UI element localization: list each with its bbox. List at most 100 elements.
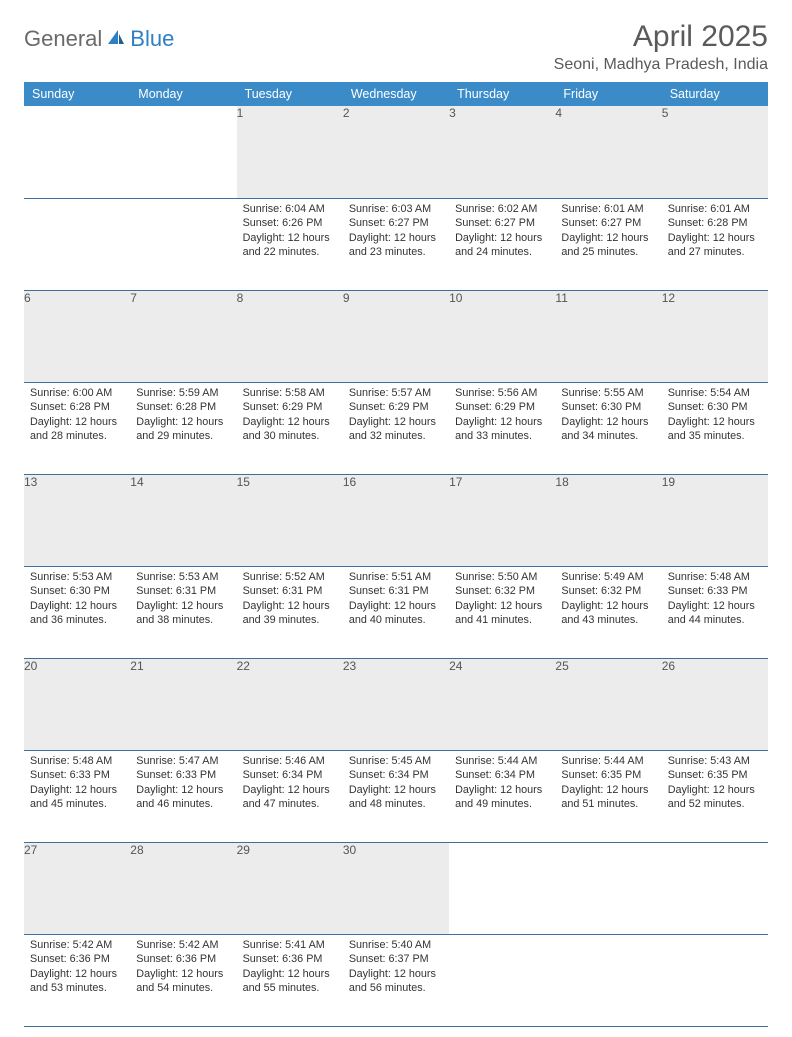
day-content-cell: Sunrise: 5:59 AMSunset: 6:28 PMDaylight:… bbox=[130, 382, 236, 474]
location-text: Seoni, Madhya Pradesh, India bbox=[554, 56, 768, 74]
day-content-cell: Sunrise: 6:01 AMSunset: 6:27 PMDaylight:… bbox=[555, 198, 661, 290]
day-content-row: Sunrise: 5:48 AMSunset: 6:33 PMDaylight:… bbox=[24, 750, 768, 842]
sun-info: Sunrise: 6:01 AMSunset: 6:27 PMDaylight:… bbox=[555, 199, 661, 264]
day-number-cell bbox=[449, 842, 555, 934]
day-content-cell bbox=[449, 934, 555, 1026]
day-content-cell: Sunrise: 6:04 AMSunset: 6:26 PMDaylight:… bbox=[237, 198, 343, 290]
weekday-header-row: SundayMondayTuesdayWednesdayThursdayFrid… bbox=[24, 82, 768, 106]
weekday-header: Wednesday bbox=[343, 82, 449, 106]
day-number-row: 6789101112 bbox=[24, 290, 768, 382]
sun-info: Sunrise: 5:58 AMSunset: 6:29 PMDaylight:… bbox=[237, 383, 343, 448]
day-content-cell: Sunrise: 5:48 AMSunset: 6:33 PMDaylight:… bbox=[662, 566, 768, 658]
day-content-cell: Sunrise: 5:52 AMSunset: 6:31 PMDaylight:… bbox=[237, 566, 343, 658]
sun-info: Sunrise: 5:48 AMSunset: 6:33 PMDaylight:… bbox=[662, 567, 768, 632]
weekday-header: Monday bbox=[130, 82, 236, 106]
sun-info: Sunrise: 5:59 AMSunset: 6:28 PMDaylight:… bbox=[130, 383, 236, 448]
sun-info: Sunrise: 5:51 AMSunset: 6:31 PMDaylight:… bbox=[343, 567, 449, 632]
day-content-cell: Sunrise: 5:46 AMSunset: 6:34 PMDaylight:… bbox=[237, 750, 343, 842]
sun-info: Sunrise: 5:55 AMSunset: 6:30 PMDaylight:… bbox=[555, 383, 661, 448]
day-content-row: Sunrise: 6:00 AMSunset: 6:28 PMDaylight:… bbox=[24, 382, 768, 474]
day-content-cell: Sunrise: 5:47 AMSunset: 6:33 PMDaylight:… bbox=[130, 750, 236, 842]
day-content-cell: Sunrise: 5:43 AMSunset: 6:35 PMDaylight:… bbox=[662, 750, 768, 842]
brand-part2: Blue bbox=[130, 26, 174, 52]
header: General Blue April 2025 Seoni, Madhya Pr… bbox=[24, 20, 768, 74]
day-number-cell: 29 bbox=[237, 842, 343, 934]
day-content-cell: Sunrise: 5:54 AMSunset: 6:30 PMDaylight:… bbox=[662, 382, 768, 474]
day-content-cell: Sunrise: 5:56 AMSunset: 6:29 PMDaylight:… bbox=[449, 382, 555, 474]
day-content-cell: Sunrise: 6:02 AMSunset: 6:27 PMDaylight:… bbox=[449, 198, 555, 290]
day-number-cell: 19 bbox=[662, 474, 768, 566]
day-number-cell: 4 bbox=[555, 106, 661, 198]
sun-info: Sunrise: 5:57 AMSunset: 6:29 PMDaylight:… bbox=[343, 383, 449, 448]
day-number-cell: 20 bbox=[24, 658, 130, 750]
sun-info: Sunrise: 6:02 AMSunset: 6:27 PMDaylight:… bbox=[449, 199, 555, 264]
day-number-cell: 17 bbox=[449, 474, 555, 566]
day-number-cell: 25 bbox=[555, 658, 661, 750]
day-content-cell: Sunrise: 5:42 AMSunset: 6:36 PMDaylight:… bbox=[24, 934, 130, 1026]
sun-info: Sunrise: 5:44 AMSunset: 6:34 PMDaylight:… bbox=[449, 751, 555, 816]
weekday-header: Friday bbox=[555, 82, 661, 106]
sun-info: Sunrise: 5:56 AMSunset: 6:29 PMDaylight:… bbox=[449, 383, 555, 448]
sun-info: Sunrise: 5:42 AMSunset: 6:36 PMDaylight:… bbox=[130, 935, 236, 1000]
day-number-cell: 28 bbox=[130, 842, 236, 934]
day-content-cell bbox=[24, 198, 130, 290]
day-number-cell: 14 bbox=[130, 474, 236, 566]
day-number-cell: 18 bbox=[555, 474, 661, 566]
day-number-cell: 11 bbox=[555, 290, 661, 382]
sun-info: Sunrise: 5:43 AMSunset: 6:35 PMDaylight:… bbox=[662, 751, 768, 816]
day-content-cell: Sunrise: 5:40 AMSunset: 6:37 PMDaylight:… bbox=[343, 934, 449, 1026]
day-number-cell: 15 bbox=[237, 474, 343, 566]
calendar-table: SundayMondayTuesdayWednesdayThursdayFrid… bbox=[24, 82, 768, 1027]
sun-info: Sunrise: 5:45 AMSunset: 6:34 PMDaylight:… bbox=[343, 751, 449, 816]
day-number-cell: 21 bbox=[130, 658, 236, 750]
day-number-cell: 2 bbox=[343, 106, 449, 198]
sun-info: Sunrise: 5:54 AMSunset: 6:30 PMDaylight:… bbox=[662, 383, 768, 448]
sun-info: Sunrise: 5:50 AMSunset: 6:32 PMDaylight:… bbox=[449, 567, 555, 632]
sun-info: Sunrise: 5:49 AMSunset: 6:32 PMDaylight:… bbox=[555, 567, 661, 632]
day-content-cell: Sunrise: 6:00 AMSunset: 6:28 PMDaylight:… bbox=[24, 382, 130, 474]
day-number-cell: 23 bbox=[343, 658, 449, 750]
day-content-cell: Sunrise: 6:03 AMSunset: 6:27 PMDaylight:… bbox=[343, 198, 449, 290]
day-number-cell bbox=[555, 842, 661, 934]
sun-info: Sunrise: 6:04 AMSunset: 6:26 PMDaylight:… bbox=[237, 199, 343, 264]
day-content-row: Sunrise: 5:42 AMSunset: 6:36 PMDaylight:… bbox=[24, 934, 768, 1026]
day-content-cell: Sunrise: 5:48 AMSunset: 6:33 PMDaylight:… bbox=[24, 750, 130, 842]
sun-info: Sunrise: 5:40 AMSunset: 6:37 PMDaylight:… bbox=[343, 935, 449, 1000]
day-number-cell: 10 bbox=[449, 290, 555, 382]
day-number-cell bbox=[662, 842, 768, 934]
day-number-cell: 6 bbox=[24, 290, 130, 382]
sun-info: Sunrise: 5:44 AMSunset: 6:35 PMDaylight:… bbox=[555, 751, 661, 816]
sun-info: Sunrise: 5:53 AMSunset: 6:31 PMDaylight:… bbox=[130, 567, 236, 632]
weekday-header: Saturday bbox=[662, 82, 768, 106]
sun-info: Sunrise: 6:00 AMSunset: 6:28 PMDaylight:… bbox=[24, 383, 130, 448]
day-content-cell: Sunrise: 5:53 AMSunset: 6:31 PMDaylight:… bbox=[130, 566, 236, 658]
day-content-cell: Sunrise: 5:49 AMSunset: 6:32 PMDaylight:… bbox=[555, 566, 661, 658]
day-number-cell: 5 bbox=[662, 106, 768, 198]
sail-icon bbox=[106, 28, 126, 51]
sun-info: Sunrise: 6:03 AMSunset: 6:27 PMDaylight:… bbox=[343, 199, 449, 264]
day-content-cell bbox=[662, 934, 768, 1026]
brand-part1: General bbox=[24, 26, 102, 52]
day-number-cell: 27 bbox=[24, 842, 130, 934]
weekday-header: Thursday bbox=[449, 82, 555, 106]
sun-info: Sunrise: 5:48 AMSunset: 6:33 PMDaylight:… bbox=[24, 751, 130, 816]
sun-info: Sunrise: 5:42 AMSunset: 6:36 PMDaylight:… bbox=[24, 935, 130, 1000]
sun-info: Sunrise: 5:41 AMSunset: 6:36 PMDaylight:… bbox=[237, 935, 343, 1000]
day-content-cell bbox=[130, 198, 236, 290]
day-number-cell: 12 bbox=[662, 290, 768, 382]
day-number-row: 20212223242526 bbox=[24, 658, 768, 750]
day-content-cell: Sunrise: 5:57 AMSunset: 6:29 PMDaylight:… bbox=[343, 382, 449, 474]
day-content-cell: Sunrise: 5:55 AMSunset: 6:30 PMDaylight:… bbox=[555, 382, 661, 474]
sun-info: Sunrise: 6:01 AMSunset: 6:28 PMDaylight:… bbox=[662, 199, 768, 264]
weekday-header: Tuesday bbox=[237, 82, 343, 106]
day-number-cell: 22 bbox=[237, 658, 343, 750]
day-number-cell: 30 bbox=[343, 842, 449, 934]
sun-info: Sunrise: 5:47 AMSunset: 6:33 PMDaylight:… bbox=[130, 751, 236, 816]
day-number-cell: 16 bbox=[343, 474, 449, 566]
day-number-row: 12345 bbox=[24, 106, 768, 198]
page-title: April 2025 bbox=[554, 20, 768, 54]
day-content-cell: Sunrise: 5:53 AMSunset: 6:30 PMDaylight:… bbox=[24, 566, 130, 658]
brand-logo: General Blue bbox=[24, 20, 174, 52]
day-number-cell: 7 bbox=[130, 290, 236, 382]
title-block: April 2025 Seoni, Madhya Pradesh, India bbox=[554, 20, 768, 74]
